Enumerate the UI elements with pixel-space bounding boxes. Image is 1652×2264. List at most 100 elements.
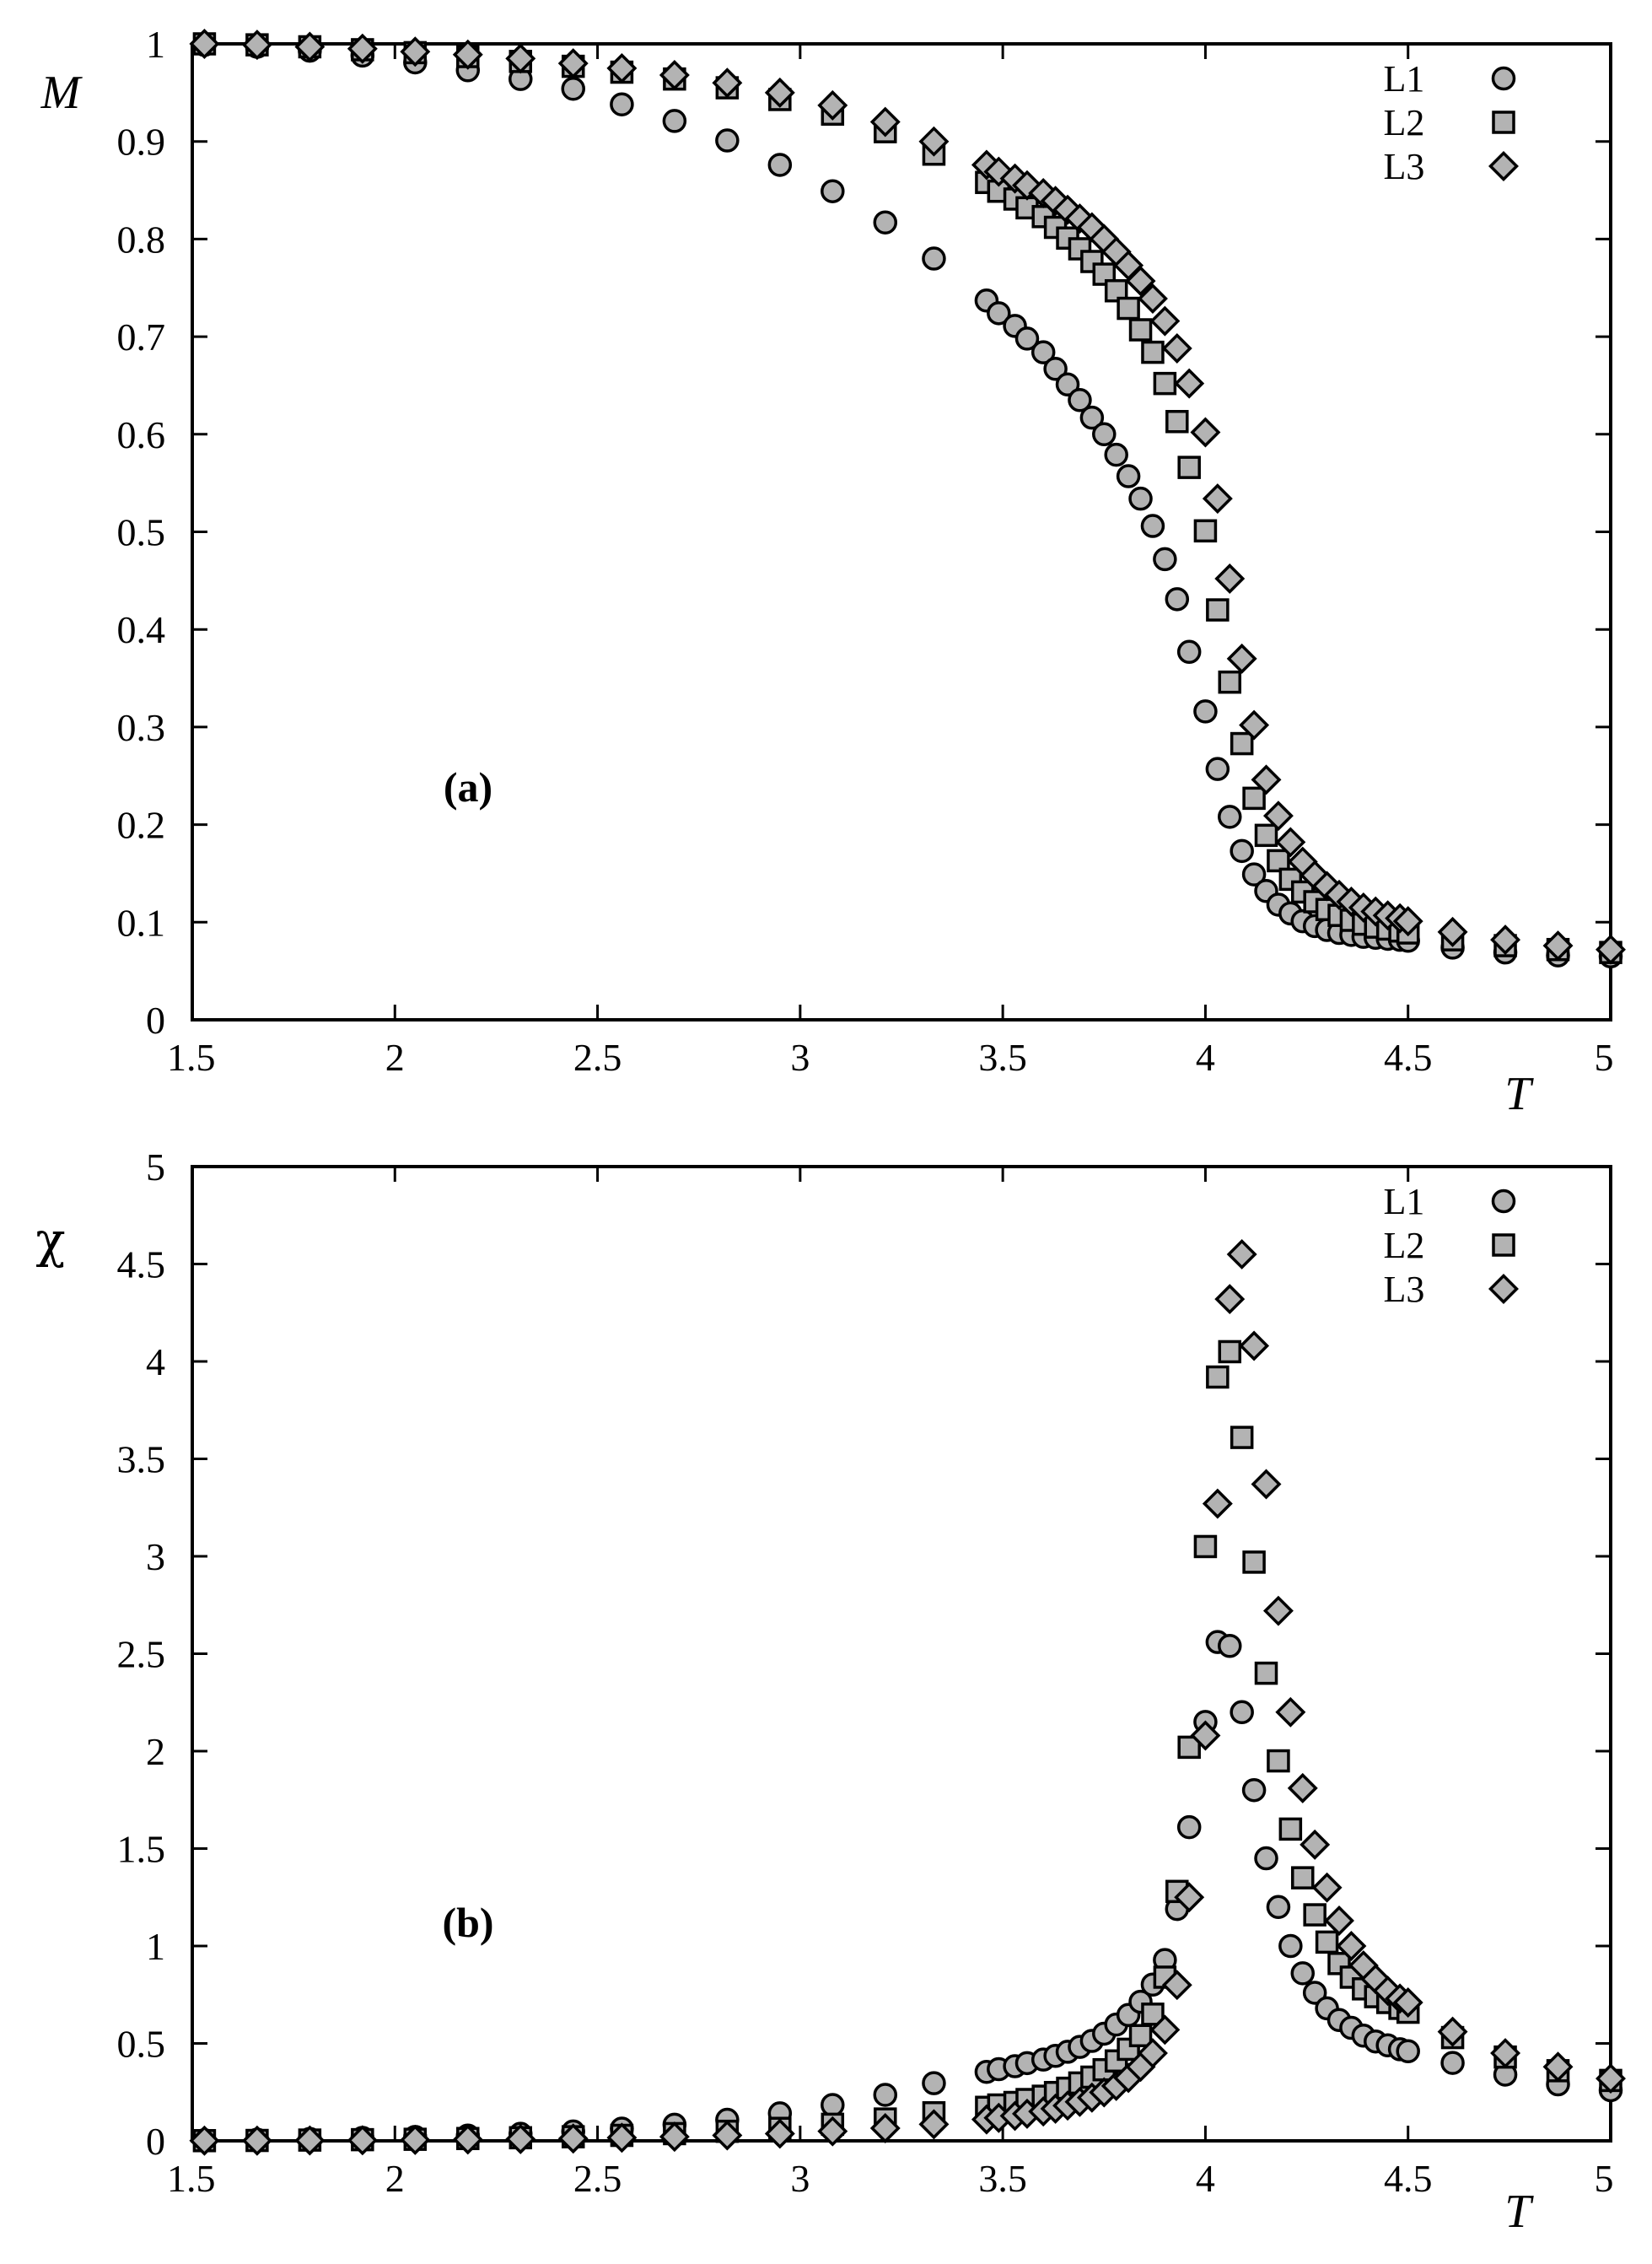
x-axis-label: T: [1504, 1068, 1534, 1120]
data-point-l3: [452, 39, 483, 70]
data-point-l3: [659, 2121, 690, 2153]
data-point-l3: [400, 2124, 431, 2155]
legend-label: L1: [1384, 1181, 1425, 1222]
legend-marker-l1: [1491, 1189, 1516, 1214]
data-point-l3: [1542, 2051, 1574, 2083]
y-tick-label: 0.2: [117, 804, 166, 847]
data-point-l3: [1190, 417, 1221, 448]
x-tick-label: 4.5: [1384, 2157, 1433, 2200]
data-point-l1: [1396, 2039, 1420, 2063]
data-point-l1: [1140, 514, 1165, 538]
x-tick-label: 5: [1595, 2157, 1614, 2200]
data-point-l1: [715, 128, 740, 153]
panel-label: (a): [444, 763, 492, 811]
data-point-l3: [505, 2123, 536, 2154]
x-tick-label: 2: [385, 2157, 405, 2200]
data-point-l1: [1092, 422, 1117, 447]
data-point-l2: [1117, 296, 1140, 321]
data-point-l2: [1193, 1534, 1218, 1559]
x-axis-label: T: [1504, 2186, 1534, 2238]
data-point-l3: [712, 2120, 743, 2151]
data-point-l2: [1206, 598, 1230, 622]
data-point-l3: [1239, 709, 1270, 741]
data-point-l3: [817, 2116, 848, 2147]
data-point-l3: [241, 30, 272, 61]
legend-marker-l1: [1491, 66, 1516, 91]
x-tick-label: 5: [1595, 1036, 1614, 1079]
x-tick-label: 2.5: [573, 1036, 622, 1079]
data-point-l1: [1218, 1634, 1242, 1658]
data-point-l3: [1251, 764, 1282, 795]
data-point-l3: [1437, 916, 1468, 947]
plot-frame: [191, 42, 1612, 1021]
data-point-l2: [1193, 519, 1218, 543]
x-tick-label: 4.5: [1384, 1036, 1433, 1079]
data-point-l1: [1241, 1777, 1267, 1803]
data-point-l1: [1266, 1895, 1291, 1920]
y-tick-label: 0.1: [117, 901, 166, 944]
data-point-l1: [1230, 1700, 1254, 1725]
data-point-l2: [1254, 823, 1278, 848]
data-point-l1: [1290, 1961, 1316, 1986]
x-tick-label: 2: [385, 1036, 405, 1079]
data-point-l3: [189, 29, 220, 59]
data-point-l2: [1165, 410, 1189, 434]
y-tick-label: 0.7: [117, 315, 166, 358]
y-tick-label: 1.5: [117, 1828, 166, 1871]
data-point-l1: [1241, 862, 1267, 887]
data-point-l1: [1079, 405, 1105, 430]
data-point-l3: [1174, 368, 1205, 399]
data-point-l3: [241, 2125, 272, 2156]
y-tick-label: 0: [146, 999, 165, 1042]
data-point-l3: [1149, 2014, 1181, 2046]
data-point-l3: [712, 67, 743, 99]
data-point-l2: [1141, 340, 1165, 364]
data-point-l3: [1125, 266, 1156, 297]
data-point-l3: [869, 2113, 901, 2143]
y-tick-label: 3.5: [117, 1438, 166, 1481]
data-point-l3: [452, 2124, 483, 2155]
data-point-l3: [764, 2118, 795, 2149]
y-tick-label: 0.9: [117, 121, 166, 164]
data-point-l1: [1104, 442, 1128, 467]
data-point-l3: [1300, 1829, 1331, 1860]
data-point-l3: [347, 2125, 378, 2156]
y-tick-label: 0.8: [117, 218, 166, 261]
data-point-l1: [610, 92, 634, 116]
x-tick-label: 3.5: [978, 2157, 1027, 2200]
data-point-l1: [1116, 464, 1141, 488]
data-point-l3: [1161, 333, 1192, 364]
data-point-l3: [606, 52, 638, 84]
data-point-l1: [922, 246, 946, 271]
data-point-l3: [189, 2125, 220, 2156]
series-l3: [189, 29, 1626, 965]
data-point-l3: [294, 31, 326, 62]
data-point-l3: [1239, 1330, 1270, 1361]
panel-b: 1.5 2 2.5 3 3.5 4 4.5 5 0 0.5 1 1.5 2 2.5 3 3.5 4 4.5 5 Tχ (…: [35, 1145, 1626, 2238]
panel-a: 1.5 2 2.5 3 3.5 4 4.5 5 0 0.1 0.2 0.3 0.4 0.5 0.6 0.7 0.…: [40, 23, 1626, 1120]
data-point-l3: [1226, 1238, 1257, 1269]
y-tick-label: 4: [146, 1340, 165, 1383]
data-point-l1: [1193, 699, 1218, 724]
data-point-l3: [1174, 1882, 1205, 1913]
x-tick-label: 2.5: [573, 2157, 622, 2200]
data-point-l1: [1153, 547, 1177, 572]
data-point-l3: [1392, 906, 1423, 937]
legend-marker-l2: [1492, 111, 1515, 134]
data-point-l3: [869, 106, 901, 137]
y-tick-label: 3: [146, 1535, 165, 1578]
data-point-l1: [1218, 805, 1242, 829]
legend-marker-l3: [1488, 1274, 1519, 1304]
data-point-l3: [505, 43, 536, 74]
data-point-l3: [606, 2122, 638, 2153]
data-point-l3: [1490, 924, 1521, 956]
data-point-l3: [1137, 2038, 1168, 2069]
data-point-l2: [1315, 1930, 1339, 1954]
data-point-l1: [1055, 372, 1080, 397]
data-point-l3: [764, 77, 795, 108]
data-point-l2: [1267, 1749, 1290, 1773]
data-point-l3: [1324, 1905, 1354, 1936]
y-axis-label: χ: [35, 1211, 65, 1269]
data-point-l2: [1153, 371, 1177, 396]
